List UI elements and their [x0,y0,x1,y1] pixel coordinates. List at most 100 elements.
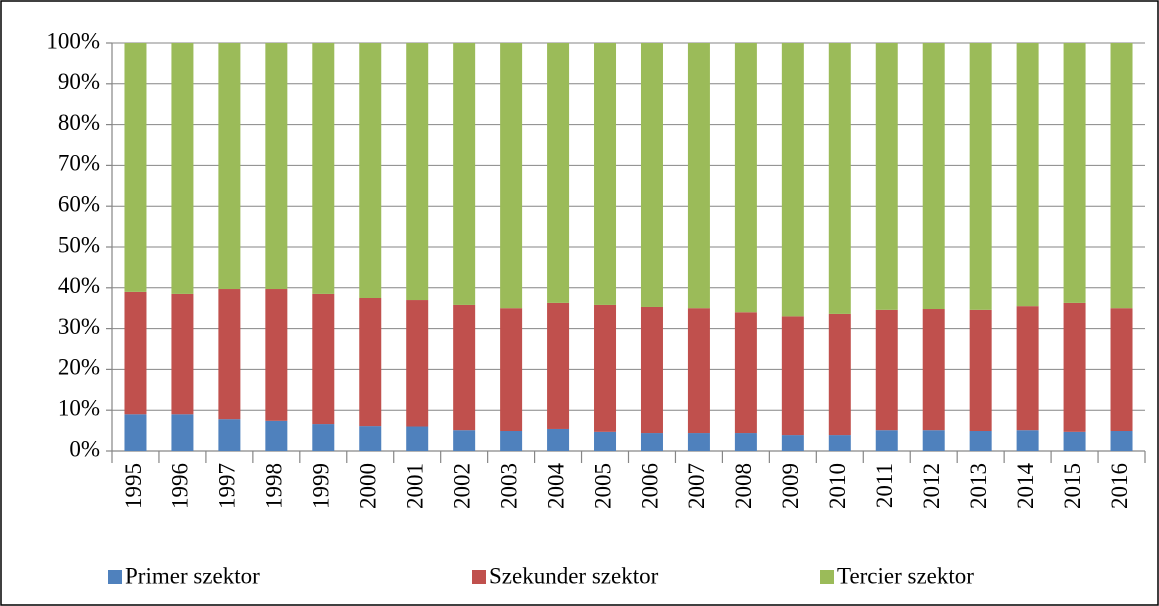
bar-segment [969,431,992,451]
bar-segment [124,414,147,451]
y-tick-label: 20% [58,355,100,380]
bar-segment [1063,43,1086,303]
bar-segment [734,43,757,313]
x-tick-label: 2013 [966,463,991,509]
bar-segment [500,431,523,451]
x-tick-label: 1998 [262,463,287,509]
bar-segment [218,43,241,290]
bar-segment [875,309,898,431]
bar-segment [828,435,851,451]
bar-segment [406,426,429,451]
x-tick-label: 1997 [215,463,240,509]
x-tick-label: 2000 [356,463,381,509]
bar-segment [500,308,523,432]
bar-segment [594,431,617,451]
y-tick-label: 10% [58,395,100,420]
y-tick-label: 80% [58,110,100,135]
legend-swatch [820,570,834,584]
legend-swatch [108,570,122,584]
y-tick-label: 40% [58,273,100,298]
y-tick-label: 100% [46,28,100,53]
bar-segment [453,43,476,305]
x-tick-label: 2004 [543,463,568,510]
bar-segment [734,433,757,451]
bar-segment [1110,308,1133,432]
x-tick-label: 2001 [402,463,427,509]
bar-segment [171,43,194,294]
bar-segment [453,430,476,451]
bar-segment [687,43,710,309]
bar-segment [171,293,194,415]
x-tick-label: 2010 [825,463,850,509]
legend-label: Primer szektor [125,563,260,588]
legend-label: Szekunder szektor [489,563,659,588]
bar-segment [734,312,757,434]
x-tick-label: 2002 [449,463,474,509]
bar-segment [875,43,898,310]
y-tick-label: 90% [58,69,100,94]
bar-segment [922,430,945,451]
bar-segment [359,43,382,298]
bar-segment [359,426,382,451]
x-tick-label: 2016 [1107,463,1132,509]
x-tick-label: 2009 [778,463,803,509]
bar-segment [1063,302,1086,432]
x-tick-label: 2012 [919,463,944,509]
bar-segment [594,43,617,305]
legend-swatch [472,570,486,584]
x-tick-label: 1999 [309,463,334,509]
bar-segment [265,43,288,290]
bar-segment [1016,43,1039,307]
x-tick-label: 2015 [1060,463,1085,509]
bar-segment [640,43,663,307]
bar-segment [406,43,429,301]
bar-segment [594,304,617,432]
x-tick-label: 2011 [872,463,897,508]
bar-segment [547,43,570,303]
bar-segment [875,430,898,451]
bar-segment [312,293,335,425]
bar-segment [828,313,851,436]
bar-segment [265,420,288,451]
bar-segment [781,43,804,317]
bar-segment [969,309,992,432]
bar-segment [1016,306,1039,431]
bar-segment [218,289,241,420]
bar-segment [124,291,147,415]
x-tick-label: 2008 [731,463,756,509]
bar-segment [406,300,429,427]
x-tick-label: 1996 [168,463,193,509]
y-tick-label: 50% [58,232,100,257]
bar-segment [922,43,945,310]
bar-segment [312,424,335,451]
bar-segment [359,298,382,427]
bar-segment [312,43,335,294]
bar-segment [124,43,147,292]
bar-segment [1016,430,1039,451]
bar-segment [171,414,194,451]
y-tick-label: 70% [58,151,100,176]
bar-segment [265,289,288,421]
bar-segment [218,419,241,451]
bar-segment [453,304,476,431]
bar-segment [640,306,663,434]
x-tick-label: 2014 [1013,463,1038,510]
legend-label: Tercier szektor [837,563,974,588]
bar-segment [922,309,945,431]
y-tick-label: 60% [58,191,100,216]
bar-segment [500,43,523,309]
bar-segment [640,433,663,451]
bar-segment [781,435,804,451]
x-tick-label: 2006 [637,463,662,509]
bar-segment [781,316,804,436]
bar-segment [547,428,570,451]
x-tick-label: 2005 [590,463,615,509]
y-tick-label: 30% [58,314,100,339]
bar-segment [969,43,992,310]
x-tick-label: 2007 [684,463,709,509]
y-tick-label: 0% [69,436,100,461]
bar-segment [1110,431,1133,451]
bar-segment [687,433,710,451]
bar-segment [1063,431,1086,451]
